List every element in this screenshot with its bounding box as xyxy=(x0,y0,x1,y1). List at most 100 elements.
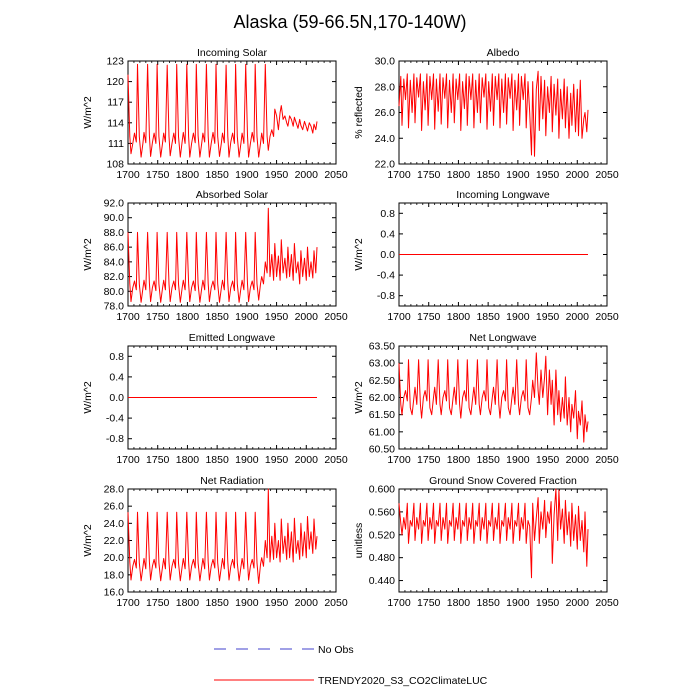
x-tick-label: 2050 xyxy=(595,597,619,609)
x-tick-label: 1800 xyxy=(176,454,200,466)
x-tick-label: 1750 xyxy=(417,597,441,609)
plot-frame xyxy=(398,488,608,593)
y-axis-label: W/m^2 xyxy=(82,381,94,414)
y-axis-label: W/m^2 xyxy=(82,238,94,271)
y-tick-label: 0.600 xyxy=(369,484,395,496)
x-tick-label: 1750 xyxy=(146,454,170,466)
panel-title: Emitted Longwave xyxy=(189,332,276,344)
y-tick-label: 0.440 xyxy=(369,575,395,587)
y-tick-label: 61.50 xyxy=(369,409,395,421)
x-tick-label: 1700 xyxy=(387,597,411,609)
panels-grid: Incoming Solar W/m^2 1700 1750 1800 1850 1900 1… xyxy=(82,47,619,609)
y-tick-label: 62.50 xyxy=(369,375,395,387)
x-tick-label: 1700 xyxy=(387,311,411,323)
x-tick-label: 1950 xyxy=(536,311,560,323)
legend: No Obs TRENDY2020_S3_CO2ClimateLUC xyxy=(214,644,488,687)
panel-title: Incoming Longwave xyxy=(456,189,550,201)
x-tick-label: 1950 xyxy=(536,454,560,466)
y-tick-label: 26.0 xyxy=(104,501,125,513)
y-tick-label: 28.0 xyxy=(104,484,125,496)
series-line-trendy xyxy=(398,70,589,157)
x-tick-label: 1900 xyxy=(235,311,259,323)
x-tick-label: 2000 xyxy=(295,454,319,466)
x-tick-label: 2000 xyxy=(295,597,319,609)
y-tick-label: 0.8 xyxy=(109,351,124,363)
panel-absorbed-solar: Absorbed Solar W/m^2 1700 1750 1800 1850 1900 1… xyxy=(82,189,348,323)
y-tick-label: 92.0 xyxy=(104,198,125,210)
x-tick-label: 1800 xyxy=(176,597,200,609)
x-tick-label: 2000 xyxy=(566,597,590,609)
x-tick-label: 1900 xyxy=(506,454,530,466)
y-tick-label: 18.0 xyxy=(104,569,125,581)
x-tick-label: 1700 xyxy=(116,311,140,323)
x-tick-label: 1750 xyxy=(146,169,170,181)
x-tick-label: 1700 xyxy=(116,454,140,466)
x-tick-label: 2000 xyxy=(566,311,590,323)
x-tick-label: 1950 xyxy=(265,597,289,609)
legend-label-trendy: TRENDY2020_S3_CO2ClimateLUC xyxy=(318,675,488,687)
x-tick-label: 1850 xyxy=(476,454,500,466)
y-tick-label: 0.8 xyxy=(380,208,395,220)
y-tick-label: 16.0 xyxy=(104,587,125,599)
y-tick-label: 28.0 xyxy=(375,81,396,93)
x-tick-label: 1700 xyxy=(387,169,411,181)
panel-title: Ground Snow Covered Fraction xyxy=(429,475,577,487)
y-tick-label: -0.8 xyxy=(106,433,124,445)
y-tick-label: 0.4 xyxy=(109,371,124,383)
y-tick-label: 24.0 xyxy=(375,133,396,145)
y-tick-label: 62.00 xyxy=(369,392,395,404)
series-line-trendy xyxy=(127,207,318,303)
y-tick-label: 86.0 xyxy=(104,242,125,254)
x-tick-label: 1800 xyxy=(447,169,471,181)
x-tick-label: 2050 xyxy=(324,454,348,466)
x-tick-label: 1900 xyxy=(235,169,259,181)
panel-title: Incoming Solar xyxy=(197,47,268,59)
panel-emitted-longwave: Emitted Longwave W/m^2 1700 1750 1800 1850 190… xyxy=(82,332,348,466)
x-tick-label: 1700 xyxy=(116,597,140,609)
y-tick-label: 114 xyxy=(107,117,124,129)
y-tick-label: 117 xyxy=(107,97,124,109)
panel-incoming-solar: Incoming Solar W/m^2 1700 1750 1800 1850 1900 1… xyxy=(82,47,348,181)
y-tick-label: 22.0 xyxy=(375,159,396,171)
y-tick-label: 108 xyxy=(106,159,124,171)
x-tick-label: 1750 xyxy=(417,169,441,181)
x-tick-label: 2050 xyxy=(595,169,619,181)
y-axis-label: W/m^2 xyxy=(353,238,365,271)
panel-incoming-longwave: Incoming Longwave W/m^2 1700 1750 1800 1850 19… xyxy=(353,189,619,323)
series-line-trendy xyxy=(398,488,589,579)
x-tick-label: 1850 xyxy=(476,597,500,609)
x-tick-label: 1800 xyxy=(176,311,200,323)
x-tick-label: 1700 xyxy=(387,454,411,466)
y-tick-label: 84.0 xyxy=(104,256,125,268)
y-tick-label: 0.520 xyxy=(369,529,395,541)
panel-title: Net Radiation xyxy=(200,475,264,487)
panel-albedo: Albedo % reflected 1700 1750 1800 1850 1900 195… xyxy=(353,47,619,181)
x-tick-label: 1750 xyxy=(146,597,170,609)
x-tick-label: 1850 xyxy=(205,597,229,609)
x-tick-label: 1850 xyxy=(205,454,229,466)
x-tick-label: 1800 xyxy=(447,311,471,323)
x-tick-label: 1750 xyxy=(417,311,441,323)
y-tick-label: 123 xyxy=(106,56,124,68)
x-tick-label: 1800 xyxy=(447,454,471,466)
y-axis-label: unitless xyxy=(353,523,365,559)
x-tick-label: 1950 xyxy=(536,169,560,181)
x-tick-label: 2000 xyxy=(566,169,590,181)
y-axis-label: % reflected xyxy=(353,86,365,139)
panel-ground-snow-covered-fraction: Ground Snow Covered Fraction unitless 1700… xyxy=(353,475,619,609)
panel-title: Net Longwave xyxy=(469,332,536,344)
x-tick-label: 1850 xyxy=(476,169,500,181)
x-tick-label: 2050 xyxy=(595,454,619,466)
y-tick-label: 0.0 xyxy=(380,249,395,261)
series-line-trendy xyxy=(398,352,589,443)
plot-frame xyxy=(127,60,337,165)
x-tick-label: 1800 xyxy=(176,169,200,181)
y-tick-label: 0.4 xyxy=(380,228,395,240)
panel-title: Absorbed Solar xyxy=(196,189,269,201)
x-tick-label: 1950 xyxy=(265,311,289,323)
x-tick-label: 2050 xyxy=(324,169,348,181)
series-line-trendy xyxy=(127,488,318,584)
x-tick-label: 1750 xyxy=(146,311,170,323)
plot-frame xyxy=(127,202,337,307)
